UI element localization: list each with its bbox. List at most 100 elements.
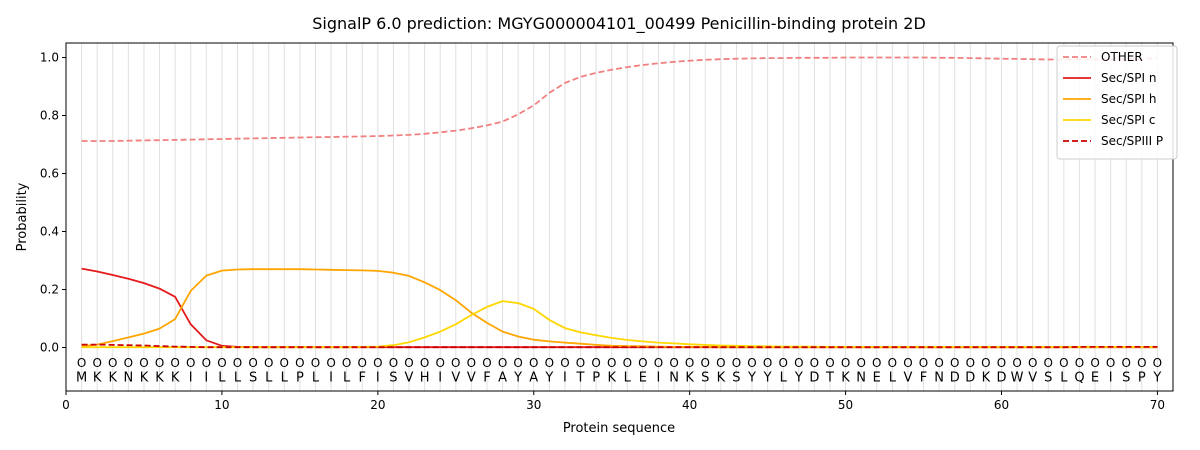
residue-label: D (965, 371, 975, 386)
residue-marker: O (420, 356, 429, 370)
residue-label: S (249, 371, 257, 386)
residue-marker: O (1090, 356, 1099, 370)
y-tick-label: 0.0 (40, 341, 59, 355)
residue-marker: O (701, 356, 710, 370)
residue-label: K (982, 371, 991, 386)
residue-marker: O (389, 356, 398, 370)
residue-label: Y (544, 371, 553, 386)
residue-label: Q (1074, 371, 1084, 386)
residue-marker: O (934, 356, 943, 370)
residue-marker: O (856, 356, 865, 370)
residue-label: P (1138, 371, 1146, 386)
residue-marker: O (404, 356, 413, 370)
y-tick-label: 0.8 (40, 109, 59, 123)
residue-labels: OMOKOKONOKOKOKOIOIOLOLOSOLOLOPOLOIOLOFOI… (76, 356, 1162, 386)
residue-label: A (498, 371, 507, 386)
residue-marker: O (92, 356, 101, 370)
residue-marker: O (966, 356, 975, 370)
legend-label: Sec/SPI n (1101, 71, 1156, 85)
residue-marker: O (1106, 356, 1115, 370)
residue-marker: O (482, 356, 491, 370)
residue-marker: O (654, 356, 663, 370)
y-axis-ticks: 0.0 0.2 0.4 0.6 0.8 1.0 (40, 51, 66, 355)
residue-marker: O (872, 356, 881, 370)
chart-title: SignalP 6.0 prediction: MGYG000004101_00… (312, 14, 926, 34)
residue-marker: O (685, 356, 694, 370)
residue-marker: O (248, 356, 257, 370)
x-tick-label: 60 (994, 398, 1009, 412)
residue-marker: O (217, 356, 226, 370)
residue-label: L (312, 371, 320, 386)
residue-label: F (920, 371, 927, 386)
residue-label: K (109, 371, 118, 386)
residue-label: K (93, 371, 102, 386)
residue-label: L (343, 371, 351, 386)
residue-label: I (189, 371, 193, 386)
residue-label: E (873, 371, 881, 386)
residue-label: D (996, 371, 1006, 386)
residue-marker: O (295, 356, 304, 370)
residue-marker: O (747, 356, 756, 370)
residue-marker: O (981, 356, 990, 370)
series-line-sec-spi-h (81, 268, 1158, 349)
series-line-other (81, 56, 1158, 142)
residue-marker: O (77, 356, 86, 370)
residue-marker: O (778, 356, 787, 370)
x-tick-label: 0 (62, 398, 70, 412)
residue-marker: O (467, 356, 476, 370)
residue-marker: O (607, 356, 616, 370)
residue-label: Y (513, 371, 522, 386)
x-tick-label: 40 (682, 398, 697, 412)
residue-marker: O (591, 356, 600, 370)
residue-marker: O (1121, 356, 1130, 370)
residue-marker: O (264, 356, 273, 370)
residue-marker: O (810, 356, 819, 370)
residue-label: Y (763, 371, 772, 386)
x-tick-label: 30 (526, 398, 541, 412)
residue-label: I (1109, 371, 1113, 386)
residue-label: H (420, 371, 430, 386)
residue-marker: O (139, 356, 148, 370)
residue-label: N (669, 371, 679, 386)
legend-label: Sec/SPI c (1101, 113, 1155, 127)
series-line-sec-spi-c (81, 300, 1158, 349)
legend-label: Sec/SPIII P (1101, 134, 1163, 148)
residue-label: V (903, 371, 912, 386)
residue-label: I (204, 371, 208, 386)
residue-label: L (1060, 371, 1068, 386)
residue-marker: O (763, 356, 772, 370)
x-tick-label: 10 (214, 398, 229, 412)
x-tick-label: 70 (1150, 398, 1165, 412)
residue-label: F (358, 371, 365, 386)
residue-label: S (1122, 371, 1130, 386)
residue-label: S (1044, 371, 1052, 386)
residue-label: S (732, 371, 740, 386)
x-axis-label: Protein sequence (563, 421, 675, 436)
y-axis-label: Probability (15, 182, 30, 251)
residue-label: L (624, 371, 632, 386)
residue-marker: O (576, 356, 585, 370)
residue-marker: O (1137, 356, 1146, 370)
residue-marker: O (186, 356, 195, 370)
residue-label: K (171, 371, 180, 386)
residue-marker: O (1044, 356, 1053, 370)
residue-label: D (809, 371, 819, 386)
residue-label: E (639, 371, 647, 386)
residue-marker: O (373, 356, 382, 370)
residue-label: I (376, 371, 380, 386)
residue-label: L (780, 371, 788, 386)
residue-marker: O (560, 356, 569, 370)
residue-label: Y (794, 371, 803, 386)
residue-label: T (825, 371, 834, 386)
residue-label: D (950, 371, 960, 386)
residue-marker: O (794, 356, 803, 370)
legend-box (1056, 45, 1178, 160)
residue-marker: O (545, 356, 554, 370)
residue-label: K (607, 371, 616, 386)
residue-marker: O (1153, 356, 1162, 370)
residue-marker: O (108, 356, 117, 370)
residue-label: I (329, 371, 333, 386)
legend-label: Sec/SPI h (1101, 92, 1156, 106)
residue-grid (81, 43, 1158, 391)
residue-marker: O (451, 356, 460, 370)
